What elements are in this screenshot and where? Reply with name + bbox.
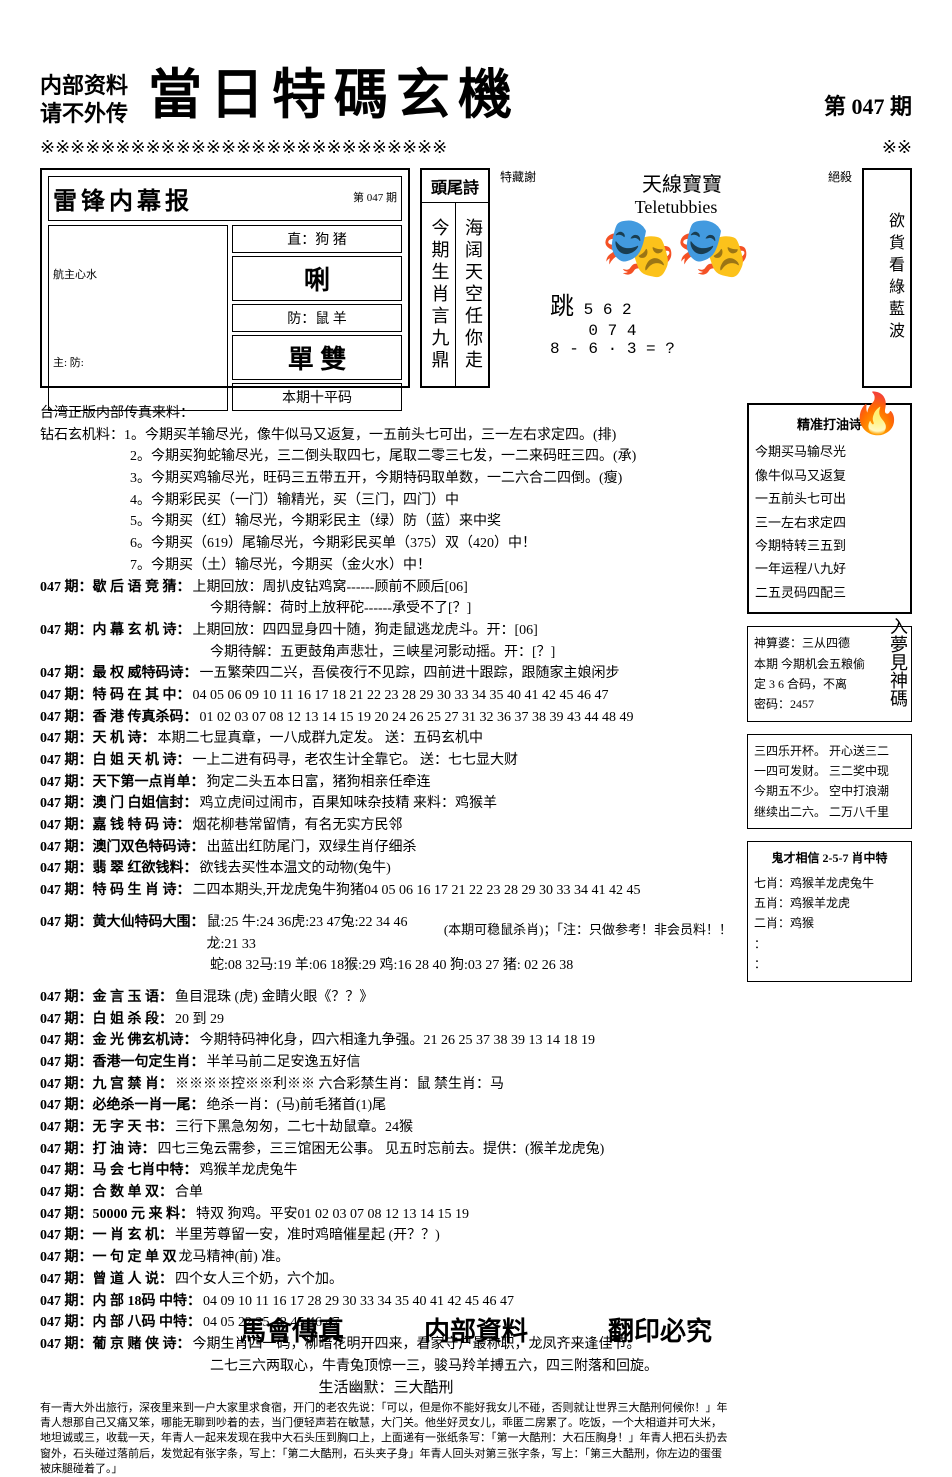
newspaper-panel: 雷锋内幕报 第 047 期 航主心水 主: 防: 直：狗 猪 唎 防：鼠 羊 單… xyxy=(40,168,410,388)
np-double: 單 雙 xyxy=(232,335,402,380)
entry-line: 二七三六两取心，牛青兔顶惊一三，骏马羚羊搏五六，四三附落和回旋。 xyxy=(40,1356,732,1378)
poem-panel: 頭尾詩 今期生肖言九鼎 海阔天空任你走 xyxy=(420,168,490,388)
box-line: 二肖：鸡猴 xyxy=(754,913,905,933)
divider: ※※※※※※※※※※※※※※※※※※※※※※※※※※※ xyxy=(40,137,447,158)
joke-text: 有一青大外出旅行，深夜里来到一户大家里求食宿，开门的老农先说：「可以，但是你不能… xyxy=(40,1401,732,1477)
tt-side: 絕殺 xyxy=(828,168,852,197)
entry-line: 047 期：金 光 佛玄机诗：今期特码神化身，四六相逢九争强。21 26 25 … xyxy=(40,1030,732,1052)
main-defend: 主: 防: xyxy=(53,354,223,370)
tt-top1: 特藏謝 xyxy=(500,168,536,197)
entry-line: 047 期：香港一句定生肖：半羊马前二足安逸五好信 xyxy=(40,1052,732,1074)
happy-box: 三四乐开杯。 开心送三二一四可发财。 三二奖中现今期五不少。 空中打浪潮继续出二… xyxy=(747,734,912,830)
poem-col1: 今期生肖言九鼎 xyxy=(422,203,456,386)
box-line: 一四可发财。 三二奖中现 xyxy=(754,761,905,781)
shen-label: 入夢見神碼 xyxy=(882,617,913,707)
header-notice: 内部资料 请不外传 xyxy=(40,72,128,129)
joke-title: 生活幽默：三大酷刑 xyxy=(40,1377,732,1400)
newspaper-title: 雷锋内幕报 xyxy=(53,181,193,216)
entry-line: 今期待解：五更鼓角声悲壮，三峡星河影动摇。开：[？] xyxy=(40,642,732,664)
teletubbies-icon: 🎭🎭 xyxy=(500,218,852,278)
entry-line: 047 期：香 港 传真杀码：01 02 03 07 08 12 13 14 1… xyxy=(40,707,732,729)
entry-line: 047 期：内 幕 玄 机 诗：上期回放：四四显身四十随，狗走鼠逃龙虎斗。开：[… xyxy=(40,620,732,642)
flame-icon: 🔥 xyxy=(852,390,902,437)
entry-line: 047 期：打 油 诗：四七三兔云需参，三三馆困无公事。 见五时忘前去。提供：(… xyxy=(40,1139,732,1161)
box-line: 五肖：鸡猴羊龙虎 xyxy=(754,893,905,913)
box-line: 一年运程八九好 xyxy=(755,557,904,580)
entry-line: 047 期：曾 道 人 说：四个女人三个奶，六个加。 xyxy=(40,1269,732,1291)
zodiac-prefix: 047 期：黄大仙特码大围： xyxy=(40,912,205,955)
box-line: 今期特转三五到 xyxy=(755,534,904,557)
entry-line: 047 期：歇 后 语 竞 猜：上期回放：周扒皮钻鸡窝------顾前不顾后[0… xyxy=(40,577,732,599)
entry-line: 047 期：白 姐 杀 段：20 到 29 xyxy=(40,1009,732,1031)
box-line: ： xyxy=(754,954,905,974)
entry-line: 047 期：马 会 七肖中特：鸡猴羊龙虎兔牛 xyxy=(40,1160,732,1182)
entry-line: 047 期：金 言 玉 语：鱼目混珠 (虎) 金睛火眼《？？》 xyxy=(40,987,732,1009)
entry-line: 今期待解：荷时上放秤砣------承受不了[？] xyxy=(40,598,732,620)
entry-line: 047 期：澳门双色特码诗：出蓝出红防尾门，双绿生肖仔细杀 xyxy=(40,837,732,859)
box-line: 一五前头七可出 xyxy=(755,487,904,510)
zodiac-note: (本期可稳鼠杀肖)；「注：只做参考！非会员料！！ xyxy=(444,920,732,947)
diamond-label: 钻石玄机料： xyxy=(40,428,124,443)
issue-number: 第 047 期 xyxy=(824,89,912,121)
entry-line: 047 期：必绝杀一肖一尾：绝杀一肖：(马)前毛猪首(1)尾 xyxy=(40,1095,732,1117)
divider-right: ※※ xyxy=(882,137,912,158)
poem-title: 頭尾詩 xyxy=(422,170,488,203)
footer-1: 馬會傳真 xyxy=(240,1311,344,1348)
box-line: ： xyxy=(754,934,905,954)
tt-top2: 天線寶寶 xyxy=(642,168,722,197)
box-line: 三四乐开杯。 开心送三二 xyxy=(754,741,905,761)
entry-line: 047 期：合 数 单 双：合单 xyxy=(40,1182,732,1204)
box-line: 今期买马输尽光 xyxy=(755,440,904,463)
entry-line: 047 期：特 码 在 其 中：04 05 06 09 10 11 16 17 … xyxy=(40,685,732,707)
teletubbies-panel: 特藏謝 天線寶寶 絕殺 Teletubbies 🎭🎭 跳 5 6 2 0 7 4… xyxy=(500,168,852,388)
footer-2: 内部資料 xyxy=(424,1311,528,1348)
entry-line: 047 期：一 肖 玄 机：半里芳尊留一安，准时鸡暗催星起 (开？？) xyxy=(40,1225,732,1247)
box-line: 七肖：鸡猴羊龙虎兔牛 xyxy=(754,873,905,893)
entry-line: 047 期：内 部 18码 中特：04 09 10 11 16 17 28 29… xyxy=(40,1291,732,1313)
box-line: 二五灵码四配三 xyxy=(755,581,904,604)
entry-line: 047 期：天下第一点肖单：狗定二头五本日富，猪狗相亲任牵连 xyxy=(40,772,732,794)
right-vertical-box: 欲貨看綠藍波 xyxy=(862,168,912,388)
newspaper-issue: 第 047 期 xyxy=(353,192,397,205)
entry-line: 047 期：嘉 钱 特 码 诗：烟花柳巷常留情，有名无实方民邻 xyxy=(40,815,732,837)
entry-line: 047 期：九 宫 禁 肖：※※※※控※※利※※ 六合彩禁生肖：鼠 禁生肖：马 xyxy=(40,1074,732,1096)
box-line: 今期五不少。 空中打浪潮 xyxy=(754,781,905,801)
jump-numbers: 跳 5 6 2 0 7 4 8 - 6 · 3 = ? xyxy=(550,286,675,358)
np-sub2: 防：鼠 羊 xyxy=(232,304,402,332)
footer: 馬會傳真 内部資料 翻印必究 xyxy=(0,1311,952,1348)
poem-col2: 海阔天空任你走 xyxy=(456,203,489,386)
box-line: 三一左右求定四 xyxy=(755,511,904,534)
entry-line: 047 期：50000 元 来 料：特双 狗鸡。平安01 02 03 07 08… xyxy=(40,1204,732,1226)
entry-line: 047 期：翡 翠 红欲钱料：欲钱去买性本温文的动物(兔牛) xyxy=(40,858,732,880)
np-sub1: 直：狗 猪 xyxy=(232,225,402,253)
entry-line: 047 期：无 字 天 书：三行下黑急匆匆，二七十劫鼠章。24猴 xyxy=(40,1117,732,1139)
entry-line: 047 期：天 机 诗：本期二七显真章，一八成群九定发。 送：五码玄机中 xyxy=(40,728,732,750)
entry-line: 047 期：澳 门 白姐信封：鸡立虎间过闹市，百果知味杂技精 来料：鸡猴羊 xyxy=(40,793,732,815)
shen-box: 神算婆：三从四德本期 今期机会五粮偷定 3 6 合码，不离密码：2457 入夢見… xyxy=(747,626,912,722)
entry-line: 047 期：白 姐 天 机 诗：一上二进有码寻，老农生计全靠它。 送：七七显大财 xyxy=(40,750,732,772)
source-line: 台湾正版内部传真来料： xyxy=(40,403,732,425)
entry-line: 047 期：一 句 定 单 双 龙马精神(前) 准。 xyxy=(40,1247,732,1269)
entry-line: 047 期：特 码 生 肖 诗：二四本期头,开龙虎兔牛狗猪04 05 06 16… xyxy=(40,880,732,902)
footer-3: 翻印必究 xyxy=(608,1311,712,1348)
box-line: 像牛似马又返复 xyxy=(755,464,904,487)
box-line: 继续出二六。 二万八千里 xyxy=(754,802,905,822)
entry-line: 047 期：最 权 威特码诗：一五繁荣四二兴，吾侯夜行不见踪，四前进十跟踪，跟随… xyxy=(40,663,732,685)
np-big-char: 唎 xyxy=(232,256,402,301)
nav-label: 航主心水 xyxy=(53,266,223,282)
ghost-box: 鬼才相信 2-5-7 肖中特 七肖：鸡猴羊龙虎兔牛五肖：鸡猴羊龙虎二肖：鸡猴：： xyxy=(747,841,912,981)
main-title: 當日特碼玄機 xyxy=(148,50,824,129)
